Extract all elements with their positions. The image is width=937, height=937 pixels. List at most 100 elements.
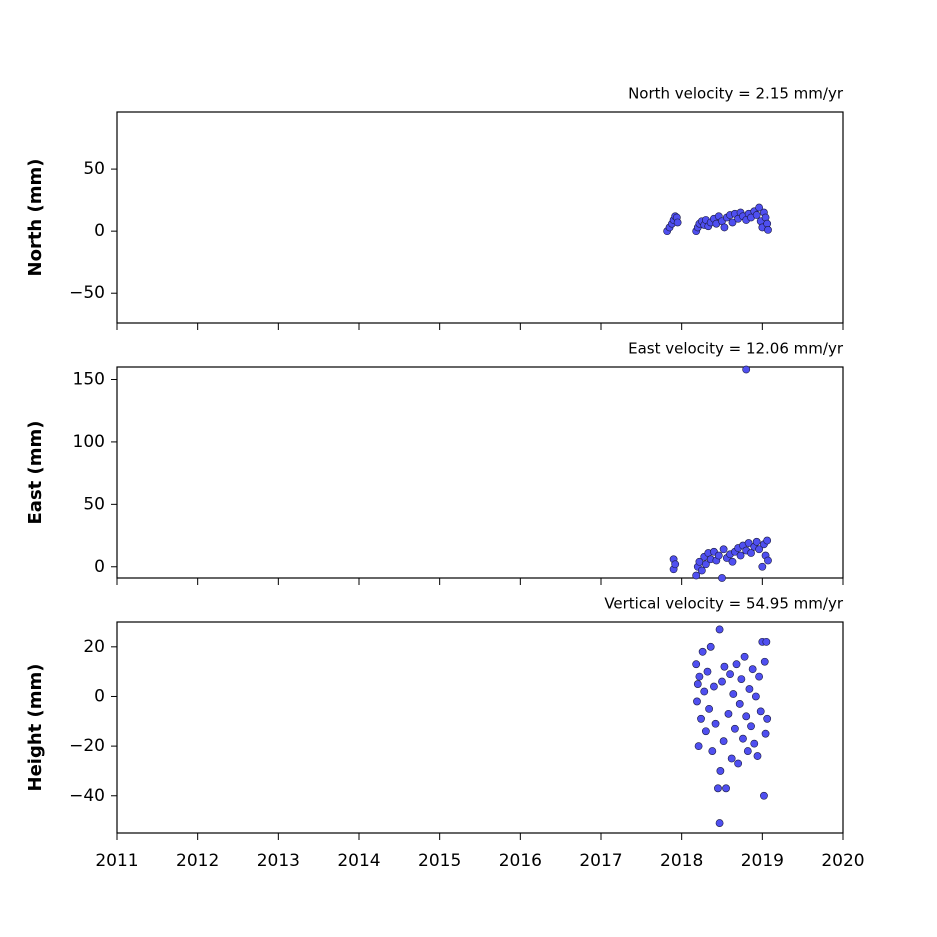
data-point: [715, 625, 724, 634]
y-tick-label: 20: [83, 637, 105, 657]
y-tick-label: −50: [69, 283, 105, 303]
data-point: [711, 719, 720, 728]
data-point: [720, 223, 729, 232]
y-tick-label: −40: [69, 786, 105, 806]
data-point: [697, 714, 705, 723]
data-point: [764, 226, 772, 234]
data-point: [701, 560, 710, 569]
panel-title: Vertical velocity = 54.95 mm/yr: [604, 595, 844, 613]
plot-frame: [116, 621, 844, 834]
data-point: [706, 642, 715, 651]
data-point: [750, 739, 759, 748]
data-point: [756, 707, 765, 716]
data-point: [747, 722, 755, 731]
data-point: [700, 687, 709, 696]
y-tick-label: 100: [73, 432, 105, 452]
data-point: [673, 218, 682, 227]
data-point: [718, 677, 726, 686]
x-tick-label: 2012: [176, 851, 219, 871]
data-point: [724, 709, 733, 718]
data-point: [718, 574, 726, 582]
y-tick-label: 0: [94, 686, 105, 706]
data-point: [695, 672, 704, 681]
data-point: [703, 667, 712, 676]
data-point: [701, 727, 710, 736]
data-point: [763, 536, 772, 545]
data-point: [763, 714, 772, 723]
data-point: [728, 218, 737, 227]
data-point: [755, 545, 764, 554]
data-point: [758, 562, 767, 571]
y-tick-label: 0: [94, 557, 105, 577]
data-point: [720, 662, 729, 671]
x-tick-label: 2020: [821, 851, 864, 871]
panel-title: North velocity = 2.15 mm/yr: [628, 85, 844, 103]
data-point: [708, 747, 717, 755]
data-point: [761, 729, 770, 738]
x-tick-label: 2018: [660, 851, 703, 871]
data-point: [760, 657, 769, 666]
data-point: [716, 767, 725, 775]
data-point: [742, 365, 751, 374]
x-tick-label: 2017: [579, 851, 622, 871]
y-tick-label: 0: [94, 221, 105, 241]
data-point: [735, 700, 744, 708]
data-point: [693, 697, 701, 706]
data-point: [705, 704, 713, 713]
x-tick-label: 2016: [499, 851, 542, 871]
data-point: [719, 737, 728, 746]
plot-frame: [116, 111, 844, 324]
x-tick-label: 2011: [95, 851, 138, 871]
x-tick-label: 2013: [257, 851, 300, 871]
data-point: [762, 637, 771, 646]
data-point: [715, 819, 724, 827]
data-point: [751, 692, 760, 701]
data-point: [726, 670, 734, 679]
data-point: [734, 759, 743, 768]
data-point: [745, 685, 754, 693]
data-point: [710, 682, 718, 691]
x-tick-label: 2015: [418, 851, 461, 871]
data-point: [743, 747, 752, 755]
data-point: [728, 557, 737, 566]
data-point: [732, 660, 741, 669]
data-point: [752, 537, 761, 546]
data-point: [737, 675, 746, 683]
y-axis-label: East (mm): [25, 421, 46, 525]
data-point: [740, 652, 749, 661]
data-point: [692, 571, 701, 580]
data-point: [748, 665, 757, 674]
data-point: [697, 566, 706, 575]
data-point: [714, 784, 722, 793]
data-point: [764, 556, 772, 565]
data-point: [719, 545, 728, 554]
data-point: [752, 211, 761, 219]
y-tick-label: −20: [69, 736, 105, 756]
data-point: [671, 560, 680, 569]
data-point: [694, 742, 703, 751]
y-tick-label: 150: [73, 369, 105, 389]
data-point: [760, 791, 768, 800]
y-tick-label: 50: [83, 494, 105, 514]
data-point: [727, 754, 736, 763]
data-point: [755, 203, 764, 212]
data-point: [693, 680, 702, 688]
data-point: [731, 724, 739, 733]
panel-title: East velocity = 12.06 mm/yr: [628, 340, 844, 358]
data-point: [722, 784, 730, 793]
plot-frame: [116, 366, 844, 579]
data-point: [744, 539, 753, 547]
y-tick-label: 50: [83, 159, 105, 179]
y-axis-label: North (mm): [25, 159, 46, 277]
x-tick-label: 2019: [741, 851, 784, 871]
data-point: [753, 752, 762, 760]
y-axis-label: Height (mm): [25, 664, 46, 792]
data-point: [747, 549, 755, 557]
data-point: [698, 647, 707, 656]
data-point: [739, 734, 747, 743]
data-point: [692, 660, 701, 669]
data-point: [755, 672, 764, 681]
data-point: [714, 551, 723, 560]
x-tick-label: 2014: [337, 851, 380, 871]
